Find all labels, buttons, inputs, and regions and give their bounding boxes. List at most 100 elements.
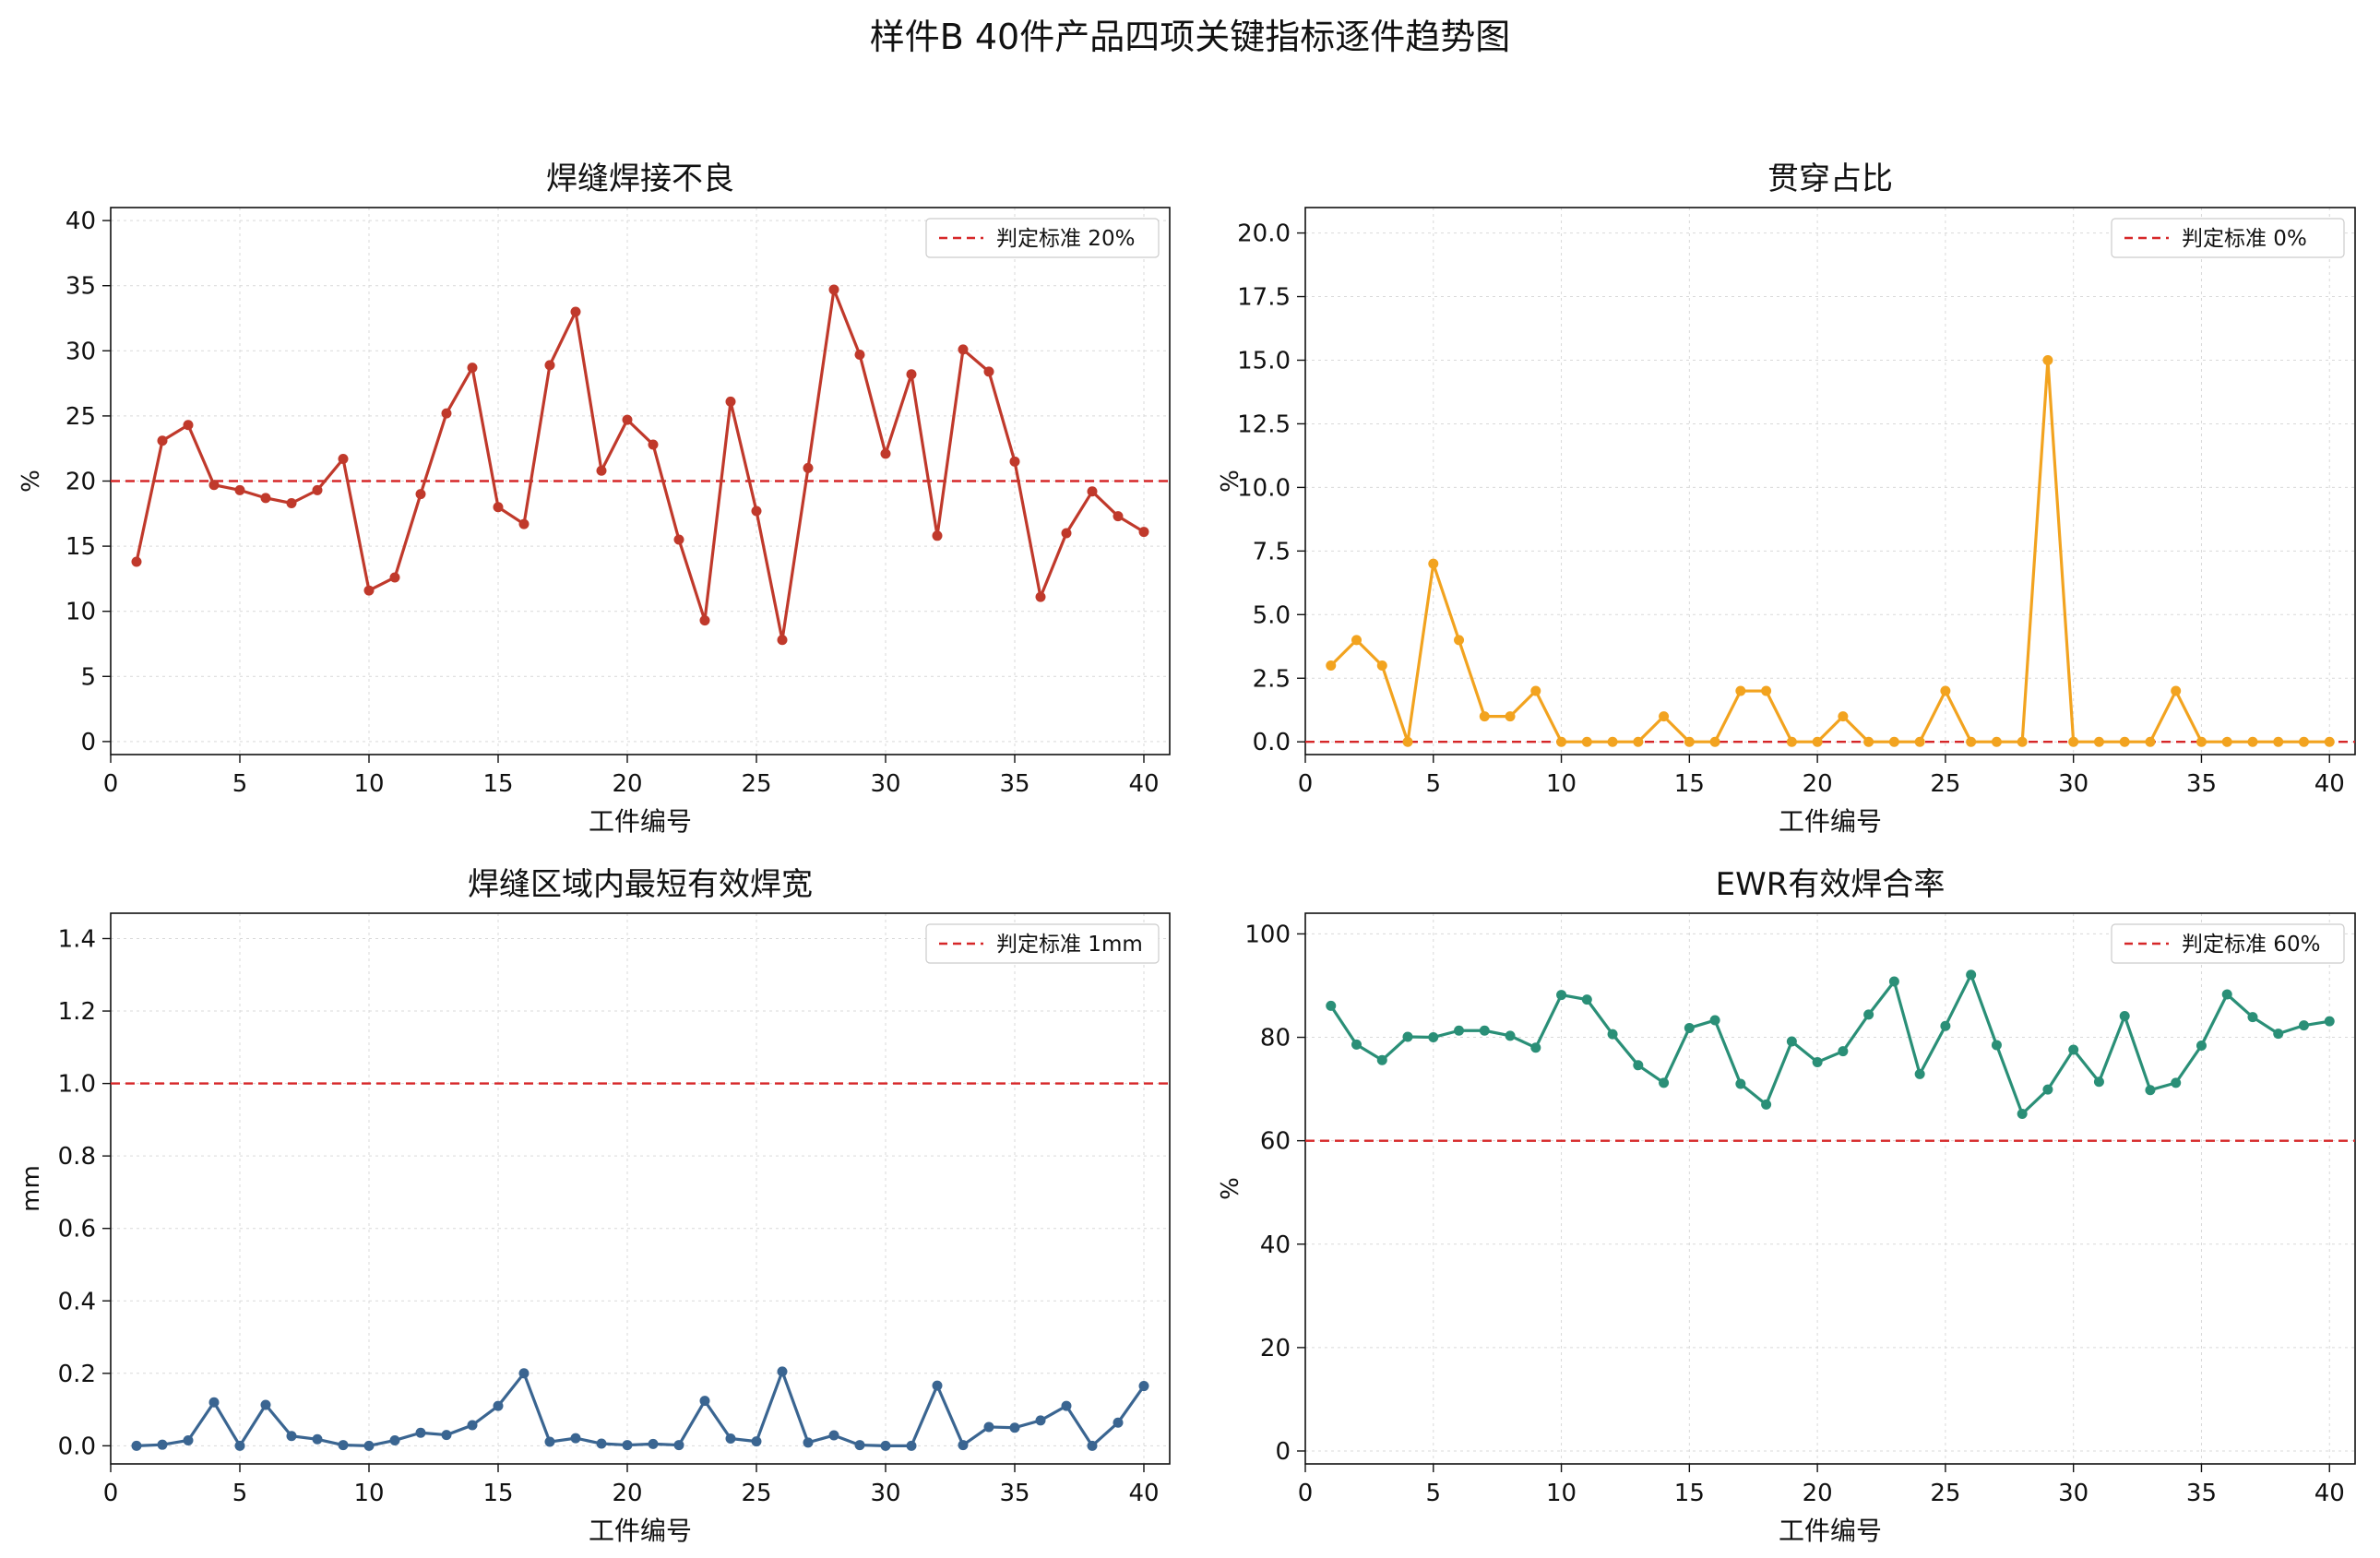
- data-point: [1991, 736, 2002, 747]
- data-point: [1428, 558, 1439, 569]
- y-tick-label: 0.4: [58, 1288, 96, 1315]
- data-point: [2298, 736, 2309, 747]
- data-point: [880, 1440, 891, 1451]
- data-point: [880, 448, 891, 459]
- data-point: [1888, 736, 1899, 747]
- y-tick-label: 1.2: [58, 998, 96, 1026]
- x-tick-label: 0: [103, 1480, 119, 1507]
- plot-frame: [1304, 912, 2356, 1465]
- data-point: [2324, 736, 2335, 747]
- data-point: [1659, 1077, 1670, 1088]
- data-point: [208, 1397, 220, 1408]
- data-point: [958, 1440, 969, 1451]
- data-point: [1402, 1031, 1413, 1042]
- data-point: [1479, 1025, 1490, 1036]
- data-point: [596, 465, 607, 476]
- data-point: [157, 1439, 168, 1450]
- y-tick-label: 20: [1260, 1335, 1291, 1362]
- y-axis-label: %: [18, 470, 45, 493]
- data-point: [286, 1431, 297, 1442]
- data-point: [803, 1437, 814, 1448]
- data-point: [2221, 989, 2232, 1000]
- data-point: [1735, 685, 1746, 696]
- data-point: [312, 1433, 323, 1445]
- data-point: [906, 1440, 917, 1451]
- x-tick-label: 35: [999, 1480, 1029, 1507]
- data-point: [983, 1421, 994, 1433]
- data-point: [1061, 528, 1072, 539]
- data-point: [1914, 736, 1925, 747]
- data-point: [1940, 1020, 1951, 1031]
- data-point: [1786, 1036, 1797, 1047]
- x-tick-label: 10: [1546, 1480, 1577, 1507]
- data-point: [312, 484, 323, 495]
- data-point: [2068, 736, 2079, 747]
- data-point: [1454, 635, 1465, 646]
- y-tick-label: 2.5: [1253, 665, 1291, 693]
- y-tick-label: 80: [1260, 1025, 1291, 1053]
- x-tick-label: 20: [1803, 1480, 1833, 1507]
- data-point: [493, 502, 504, 513]
- data-point: [958, 344, 969, 355]
- data-point: [1607, 736, 1618, 747]
- chart-title: 焊缝区域内最短有效焊宽: [468, 866, 813, 903]
- series-line: [135, 288, 1145, 642]
- x-tick-label: 35: [2186, 1480, 2217, 1507]
- data-point: [1914, 1068, 1925, 1079]
- x-tick-label: 0: [103, 770, 119, 798]
- data-point: [673, 1440, 684, 1451]
- data-point: [389, 1434, 400, 1445]
- data-point: [2017, 1108, 2028, 1119]
- y-tick-label: 40: [1260, 1231, 1291, 1259]
- chart-panel-ewr-rate: EWR有效焊合率 0 5 10 15 20 25 30 35 40 0 20 40 60 80 100 工件编号…: [1190, 853, 2380, 1558]
- data-point: [751, 505, 762, 517]
- data-point: [2273, 1029, 2284, 1040]
- data-point: [1376, 1054, 1387, 1065]
- x-tick-label: 10: [353, 770, 384, 798]
- data-point: [260, 1399, 271, 1410]
- x-tick-label: 15: [1674, 1480, 1705, 1507]
- data-point: [777, 1366, 788, 1377]
- data-point: [183, 1434, 194, 1445]
- data-point: [1556, 736, 1567, 747]
- data-point: [1530, 1042, 1541, 1053]
- x-tick-label: 40: [2315, 770, 2345, 798]
- data-point: [2196, 1041, 2207, 1052]
- x-axis-label: 工件编号: [589, 806, 692, 837]
- y-tick-label: 0.0: [1253, 729, 1291, 756]
- x-tick-label: 30: [2058, 1480, 2088, 1507]
- chart-panel-weld-defect: 焊缝焊接不良 0 5 10 15 20 25 30 35 40 0 5 10 15 20 25 30 35 40 工件…: [0, 148, 1190, 849]
- legend-label: 判定标准 0%: [2182, 227, 2307, 251]
- chart-svg: 焊缝焊接不良 0 5 10 15 20 25 30 35 40 0 5 10 15 20 25 30 35 40 工件…: [18, 161, 1171, 837]
- x-axis-label: 工件编号: [1779, 1516, 1882, 1546]
- data-point: [1786, 736, 1797, 747]
- x-tick-label: 20: [1803, 770, 1833, 798]
- chart-svg: 焊缝区域内最短有效焊宽 0 5 10 15 20 25 30 35 40 0.0 0.2 0.4 0.6 0…: [18, 866, 1171, 1546]
- data-point: [1087, 1440, 1098, 1451]
- x-tick-label: 25: [1930, 1480, 1960, 1507]
- data-point: [1812, 1056, 1823, 1067]
- data-point: [2068, 1044, 2079, 1055]
- y-tick-label: 17.5: [1237, 284, 1291, 312]
- data-point: [699, 1396, 710, 1407]
- data-point: [596, 1438, 607, 1449]
- x-tick-label: 10: [1546, 770, 1577, 798]
- x-tick-label: 35: [999, 770, 1029, 798]
- x-tick-label: 30: [870, 1480, 900, 1507]
- y-tick-label: 10: [65, 599, 96, 626]
- data-point: [1684, 1022, 1695, 1033]
- legend-box: [2111, 923, 2345, 964]
- data-point: [157, 435, 168, 446]
- data-point: [131, 1440, 142, 1451]
- data-point: [1113, 1417, 1124, 1428]
- x-tick-label: 15: [482, 770, 513, 798]
- data-point: [751, 1436, 762, 1447]
- data-point: [1633, 736, 1644, 747]
- data-point: [1761, 685, 1772, 696]
- figure-title: 样件B 40件产品四项关键指标逐件趋势图: [869, 17, 1511, 57]
- data-point: [699, 615, 710, 626]
- legend-box: [925, 218, 1160, 258]
- data-point: [441, 1430, 452, 1441]
- x-tick-label: 40: [1128, 1480, 1159, 1507]
- data-point: [828, 1430, 839, 1441]
